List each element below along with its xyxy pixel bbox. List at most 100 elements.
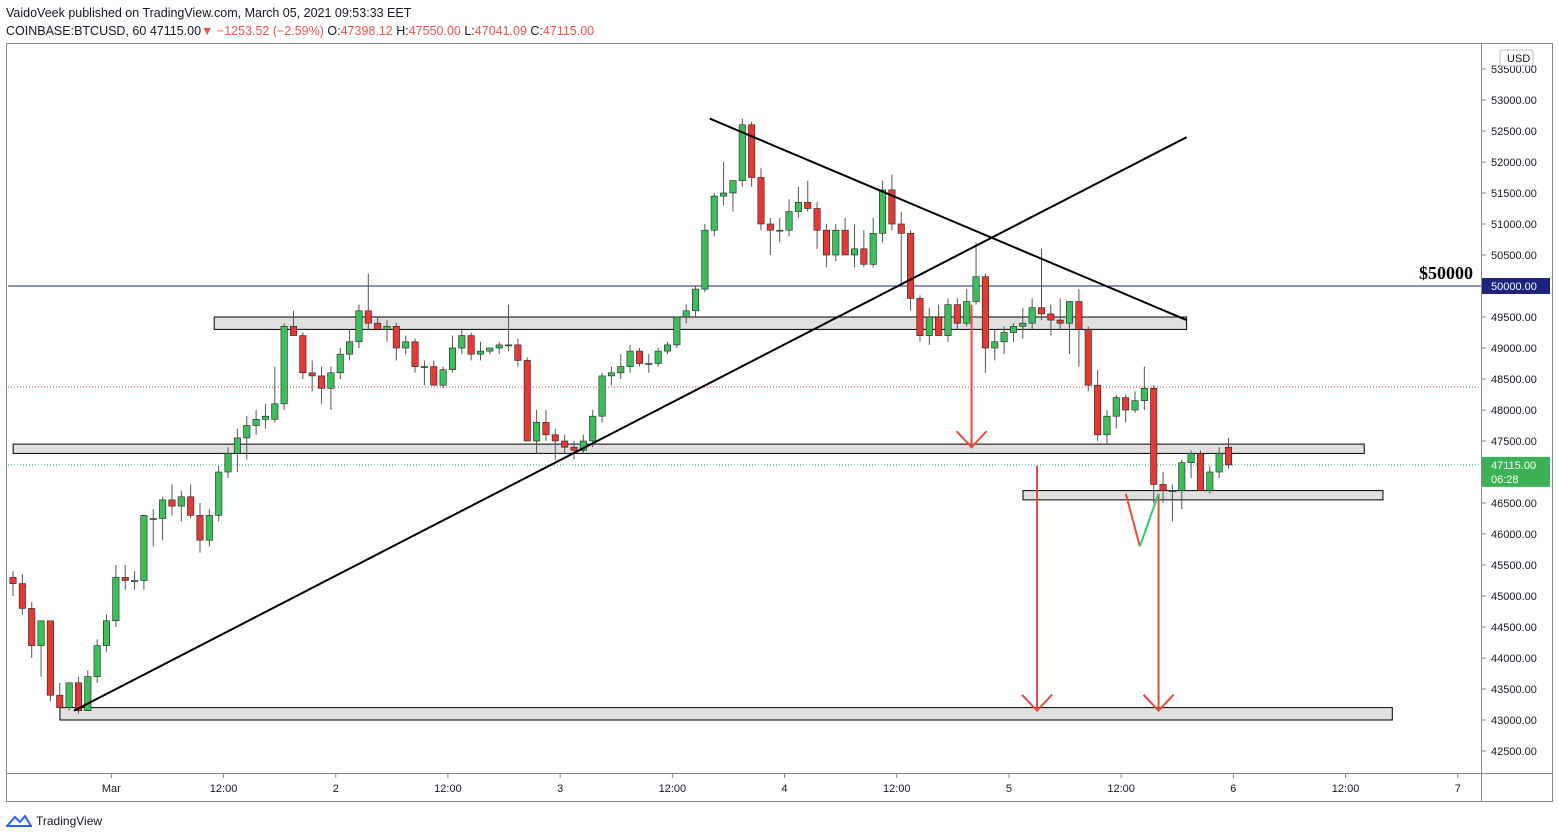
x-tick-label: Mar xyxy=(102,783,121,795)
y-tick-label: 43000.00 xyxy=(1491,715,1537,727)
candle-up xyxy=(832,229,840,256)
low-label: L: xyxy=(464,24,475,38)
projection-path-segment xyxy=(1138,493,1160,547)
candle-up xyxy=(402,341,410,349)
candle-down xyxy=(551,434,559,442)
candle-down xyxy=(18,583,26,609)
candle-up xyxy=(1178,462,1186,491)
candle-down xyxy=(411,341,419,367)
candle-up xyxy=(383,325,391,330)
trend-line xyxy=(73,136,1188,712)
y-tick-label: 49000.00 xyxy=(1491,343,1537,355)
currency-label: USD xyxy=(1507,53,1530,65)
footer-brand: TradingView xyxy=(36,814,103,828)
candle-down xyxy=(860,248,868,265)
candle-down xyxy=(56,694,64,708)
x-tick-label: 7 xyxy=(1455,783,1461,795)
last-price-axis-label: 47115.00 xyxy=(1491,460,1536,472)
candle-up xyxy=(458,335,466,349)
candle-down xyxy=(299,335,307,374)
support-resistance-zone xyxy=(1022,490,1384,501)
low-value: 47041.09 xyxy=(474,24,527,38)
candle-up xyxy=(1019,322,1027,327)
candle-down xyxy=(635,350,643,364)
candle-up xyxy=(729,180,737,194)
candle-up xyxy=(850,248,858,256)
y-tick-label: 48000.00 xyxy=(1491,405,1537,417)
y-tick-label: 53000.00 xyxy=(1491,95,1537,107)
candle-down xyxy=(187,496,195,516)
candle-up xyxy=(271,403,279,420)
price-axis[interactable]: 53500.00 53000.00 52500.00 52000.00 51500.00… xyxy=(1481,49,1537,758)
candle-up xyxy=(701,229,709,290)
footer: TradingView xyxy=(6,814,102,828)
y-tick-label: 44000.00 xyxy=(1491,653,1537,665)
candle-down xyxy=(888,189,896,225)
candle-up xyxy=(794,202,802,212)
support-resistance-zone xyxy=(12,443,1365,454)
price-chart[interactable]: 53500.00 53000.00 52500.00 52000.00 51500.00… xyxy=(0,0,1559,812)
candle-down xyxy=(1084,329,1092,386)
y-tick-label: 50500.00 xyxy=(1491,250,1537,262)
candle-up xyxy=(776,229,784,232)
x-tick-label: 12:00 xyxy=(1332,783,1360,795)
candle-down xyxy=(1075,301,1083,330)
candle-up xyxy=(336,353,344,374)
price-change: −1253.52 (−2.59%) xyxy=(216,24,324,38)
level-axis-badge xyxy=(1482,278,1550,294)
x-tick-label: 6 xyxy=(1230,783,1236,795)
candle-up xyxy=(261,415,269,420)
candle-up xyxy=(131,580,139,582)
candle-up xyxy=(448,347,456,371)
candle-up xyxy=(944,304,952,336)
y-tick-label: 52500.00 xyxy=(1491,126,1537,138)
candle-up xyxy=(972,276,980,302)
candle-up xyxy=(280,325,288,405)
y-tick-label: 47500.00 xyxy=(1491,436,1537,448)
chart-frame xyxy=(6,43,1553,802)
countdown-label: 06:28 xyxy=(1491,474,1519,486)
candle-up xyxy=(925,316,933,336)
projection-arrow-head xyxy=(955,430,988,449)
candle-up xyxy=(645,363,653,365)
time-axis[interactable]: Mar 12:00 2 12:00 3 12:00 4 12:00 5 12:00 6 12:00 7 xyxy=(102,773,1461,795)
candle-up xyxy=(1028,307,1036,324)
candle-up xyxy=(252,418,260,426)
candle-up xyxy=(879,189,887,234)
candle-up xyxy=(233,437,241,454)
candle-down xyxy=(1159,484,1167,491)
high-value: 47550.00 xyxy=(408,24,461,38)
candle-down xyxy=(804,202,812,209)
chart-header: VaidoVeek published on TradingView.com, … xyxy=(6,4,594,40)
candle-down xyxy=(766,223,774,231)
zones-layer xyxy=(12,316,1393,721)
candle-up xyxy=(1215,453,1223,473)
levels-layer: $50000 xyxy=(8,263,1481,466)
candle-down xyxy=(1038,307,1046,315)
candle-down xyxy=(822,229,830,256)
change-arrow-icon: ▼ xyxy=(201,24,214,38)
y-tick-label: 46500.00 xyxy=(1491,498,1537,510)
last-price: 47115.00 xyxy=(149,24,202,38)
candle-up xyxy=(1009,325,1017,333)
close-value: 47115.00 xyxy=(542,24,595,38)
symbol-label: COINBASE:BTCUSD, 60 xyxy=(6,24,147,38)
y-tick-label: 53500.00 xyxy=(1491,64,1537,76)
y-tick-label: 45500.00 xyxy=(1491,560,1537,572)
candle-up xyxy=(505,344,513,347)
candle-down xyxy=(121,577,129,581)
candle-up xyxy=(598,375,606,417)
candle-up xyxy=(159,499,167,519)
trend-line xyxy=(709,117,1187,322)
candle-up xyxy=(476,350,484,355)
candle-down xyxy=(1122,397,1130,411)
candle-up xyxy=(112,577,120,622)
candle-down xyxy=(542,422,550,436)
y-tick-label: 52000.00 xyxy=(1491,157,1537,169)
last-price-badge xyxy=(1482,456,1550,487)
candle-down xyxy=(46,620,54,696)
candle-up xyxy=(1066,301,1074,324)
support-resistance-zone xyxy=(59,707,1393,721)
x-tick-label: 12:00 xyxy=(883,783,911,795)
candle-up xyxy=(607,372,615,377)
